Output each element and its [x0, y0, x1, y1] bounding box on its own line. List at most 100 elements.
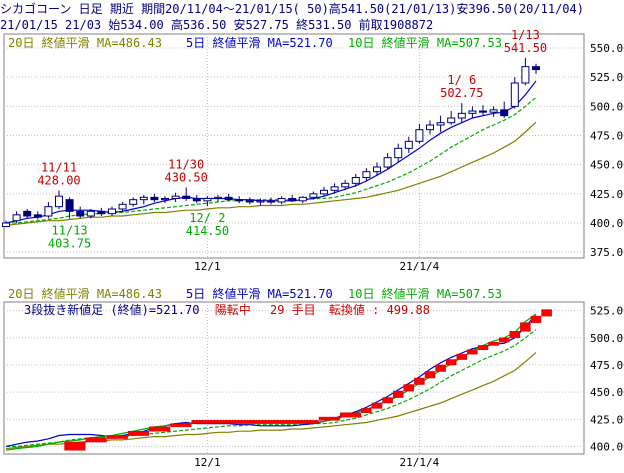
upper-ma20-line — [5, 121, 537, 226]
kagi-brick-25 — [530, 315, 542, 323]
upper-y-tick-425: 425.00 — [590, 188, 624, 201]
candle-body-7 — [76, 210, 85, 217]
candle-body-47 — [500, 109, 509, 117]
candle-body-37 — [394, 147, 403, 159]
annotation-date-2: 11/30 — [168, 157, 204, 171]
candle-body-49 — [521, 66, 530, 84]
candle-body-17 — [182, 195, 191, 200]
lower-y-tick-450: 450.00 — [590, 386, 624, 399]
lower-ma10-line — [6, 329, 537, 447]
annotation-value-4: 502.75 — [440, 86, 483, 100]
candle-body-39 — [415, 129, 424, 142]
candle-body-46 — [489, 109, 498, 113]
kagi-brick-22 — [498, 337, 510, 343]
candle-body-14 — [150, 196, 159, 201]
lower-y-tick-475: 475.00 — [590, 359, 624, 372]
candle-body-5 — [55, 195, 63, 208]
lower-y-tick-525: 525.00 — [590, 305, 624, 318]
kagi-brick-7 — [318, 416, 340, 421]
annotation-date-4: 1/ 6 — [447, 73, 476, 87]
candle-body-29 — [309, 193, 318, 198]
candle-body-1 — [12, 214, 21, 222]
annotation-value-3: 414.50 — [186, 224, 229, 238]
kagi-brick-19 — [467, 349, 478, 355]
kagi-brick-3 — [127, 430, 150, 436]
candle-body-25 — [267, 200, 275, 203]
lower-ma5-line — [5, 313, 537, 447]
candle-body-50 — [532, 66, 540, 71]
kagi-brick-0 — [64, 441, 86, 451]
upper-y-tick-500: 500.00 — [590, 100, 624, 113]
candle-body-11 — [118, 203, 127, 210]
upper-x-tick-0: 12/1 — [194, 260, 221, 273]
annotation-value-5: 541.50 — [504, 41, 547, 55]
kagi-brick-18 — [456, 353, 468, 360]
status-trend: 陽転中 — [215, 302, 251, 317]
upper-y-tick-475: 475.00 — [590, 130, 624, 143]
lower-plot-frame — [3, 301, 585, 455]
candle-body-22 — [235, 199, 244, 202]
kagi-brick-11 — [382, 397, 393, 404]
kagi-brick-20 — [477, 345, 489, 351]
kagi-brick-4 — [149, 426, 171, 432]
kagi-brick-2 — [106, 435, 128, 439]
candle-body-16 — [171, 195, 180, 200]
annotation-date-0: 11/11 — [41, 160, 77, 174]
candle-body-31 — [330, 186, 339, 191]
upper-legend-ma5: 5日 終値平滑 MA=521.70 — [186, 35, 333, 50]
candle-body-30 — [320, 189, 328, 195]
chart-header-line-1: シカゴコーン 日足 期近 期間20/11/04～21/01/15( 50)高54… — [0, 1, 624, 17]
candle-body-45 — [479, 110, 487, 113]
candle-body-23 — [245, 200, 254, 203]
kagi-brick-8 — [339, 412, 362, 418]
annotation-value-2: 430.50 — [165, 170, 208, 184]
candle-body-35 — [373, 166, 381, 173]
candle-body-36 — [383, 157, 392, 168]
upper-legend-ma20: 20日 終値平滑 MA=486.43 — [8, 35, 162, 50]
kagi-brick-9 — [361, 408, 372, 413]
candle-body-24 — [256, 200, 265, 203]
status-new-price: 3段抜き新値足 (終値)=521.70 — [24, 302, 199, 317]
upper-y-tick-400: 400.00 — [590, 217, 624, 230]
kagi-brick-14 — [414, 377, 425, 385]
upper-y-tick-525: 525.00 — [590, 71, 624, 84]
kagi-brick-10 — [371, 402, 383, 409]
annotation-date-1: 11/13 — [52, 224, 88, 238]
lower-status-line: 3段抜き新値足 (終値)=521.70 陽転中 29 手目 転換値 : 499.… — [24, 302, 430, 317]
status-reversal: 転換値 : 499.88 — [329, 302, 430, 317]
lower-y-tick-500: 500.00 — [590, 332, 624, 345]
candle-body-33 — [351, 177, 360, 184]
candle-body-32 — [341, 182, 350, 188]
candle-body-34 — [362, 171, 371, 179]
kagi-brick-17 — [445, 359, 457, 366]
candle-body-0 — [2, 222, 10, 227]
lower-x-tick-0: 12/1 — [194, 456, 221, 469]
kagi-brick-1 — [85, 437, 107, 443]
candle-body-48 — [510, 82, 519, 107]
kagi-brick-13 — [403, 384, 415, 392]
kagi-brick-5 — [170, 423, 192, 428]
candle-body-4 — [44, 206, 53, 217]
annotation-value-0: 428.00 — [37, 173, 80, 187]
candle-body-20 — [214, 196, 222, 199]
chart-header-line-2: 21/01/15 21/03 始534.00 高536.50 安527.75 終… — [0, 17, 624, 33]
candle-body-21 — [224, 196, 233, 201]
candle-body-15 — [161, 198, 169, 201]
candle-body-27 — [288, 198, 297, 202]
lower-y-tick-425: 425.00 — [590, 413, 624, 426]
kagi-brick-6 — [191, 420, 319, 424]
candle-body-26 — [277, 198, 286, 203]
status-count: 29 手目 — [270, 303, 316, 317]
candle-body-13 — [139, 196, 148, 201]
candle-body-3 — [33, 214, 42, 218]
candle-body-19 — [203, 198, 212, 202]
lower-x-tick-1: 21/1/4 — [400, 456, 440, 469]
candle-body-9 — [97, 210, 106, 215]
upper-plot-frame — [3, 33, 585, 259]
candle-body-28 — [298, 196, 307, 202]
candle-body-6 — [65, 199, 74, 212]
upper-x-tick-1: 21/1/4 — [400, 260, 440, 273]
annotation-date-5: 1/13 — [511, 28, 540, 42]
candle-body-43 — [457, 112, 466, 119]
